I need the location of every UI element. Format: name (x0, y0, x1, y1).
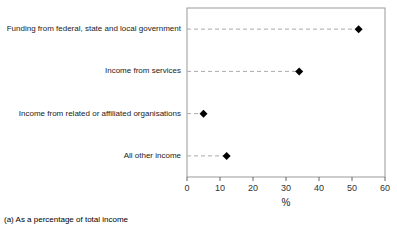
chart: Funding from federal, state and local go… (0, 0, 397, 227)
category-label: Income from services (105, 66, 181, 75)
marks (187, 25, 363, 160)
stem (187, 71, 299, 72)
x-tick (352, 177, 353, 181)
x-tick-label: 0 (184, 183, 189, 193)
x-tick-label: 20 (248, 183, 258, 193)
x-tick-label: 30 (281, 183, 291, 193)
x-tick (385, 177, 386, 181)
x-tick-label: 40 (314, 183, 324, 193)
x-tick (319, 177, 320, 181)
marker (355, 25, 363, 33)
marker (200, 110, 208, 118)
marker (223, 152, 231, 160)
category-label: All other income (124, 151, 182, 160)
plot-frame (187, 8, 385, 177)
category-label: Funding from federal, state and local go… (7, 24, 182, 33)
stem (187, 29, 359, 30)
x-tick (187, 177, 188, 181)
x-tick (220, 177, 221, 181)
x-tick-label: 10 (215, 183, 225, 193)
category-label: Income from related or affiliated organi… (19, 109, 181, 118)
x-tick (286, 177, 287, 181)
x-tick-label: 50 (347, 183, 357, 193)
x-tick (253, 177, 254, 181)
stem (187, 155, 227, 156)
x-axis-label: % (282, 197, 291, 208)
x-tick-label: 60 (380, 183, 390, 193)
footnote: (a) As a percentage of total income (4, 215, 129, 224)
marker (295, 67, 303, 75)
